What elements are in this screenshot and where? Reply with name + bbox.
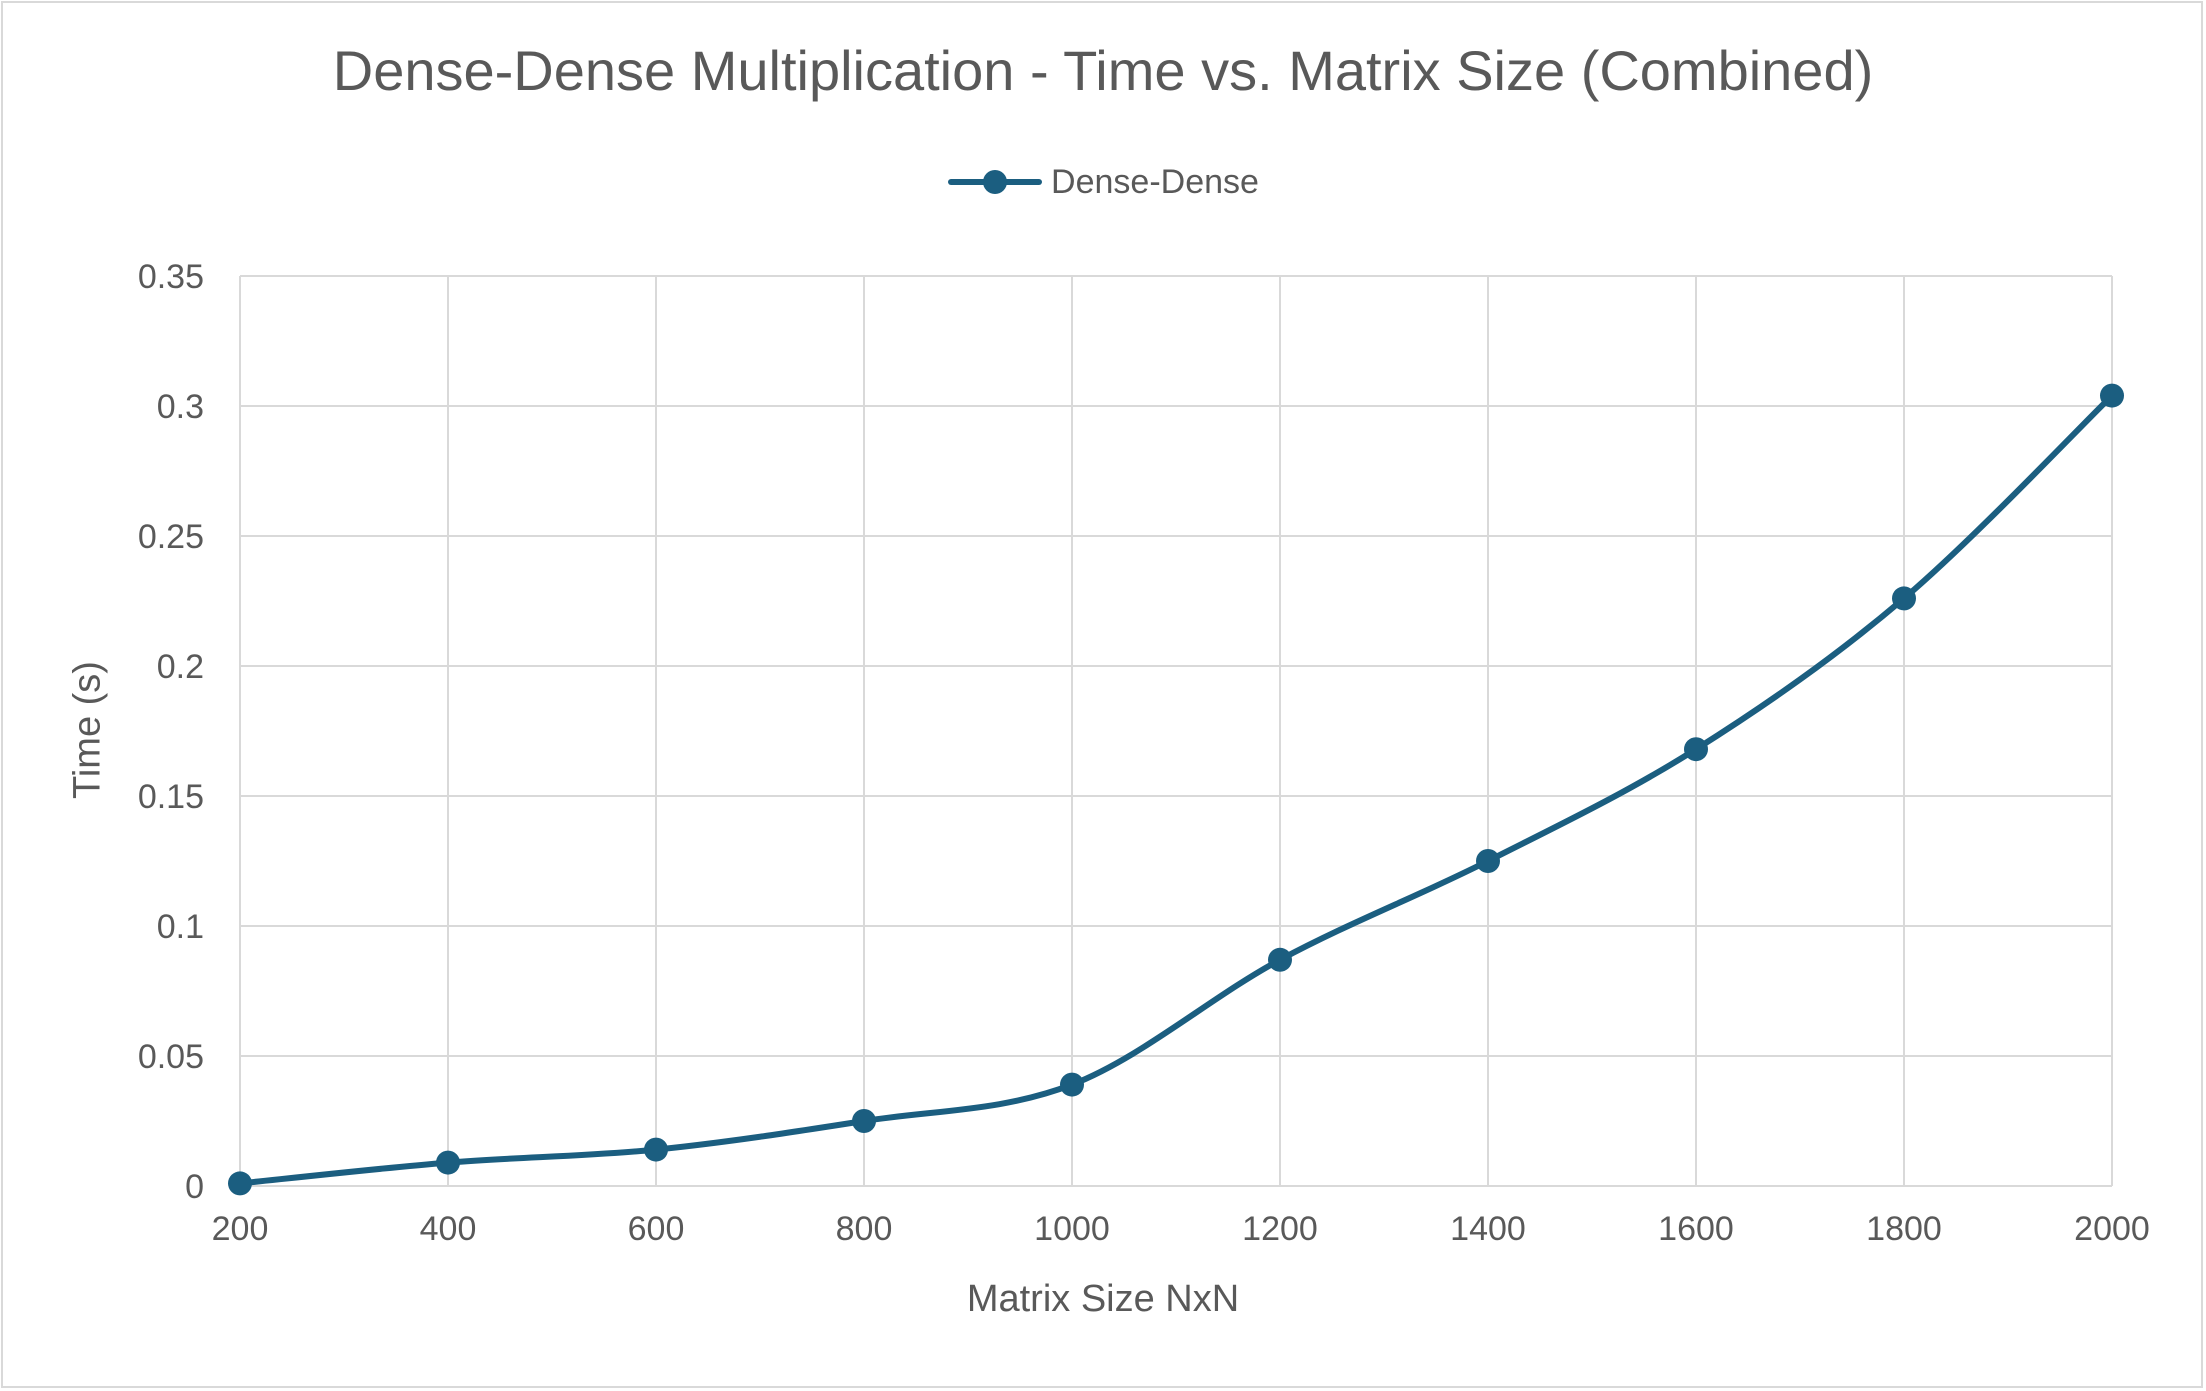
data-point-1600: [1684, 737, 1708, 762]
y-tick-label: 0.3: [157, 388, 204, 426]
legend-marker-dense-dense: [948, 170, 1043, 194]
series-line-dense-dense: [237, 392, 2115, 1187]
y-tick-label: 0.25: [138, 518, 204, 556]
y-tick-label: 0.15: [138, 778, 204, 816]
data-point-1200: [1268, 947, 1292, 972]
x-tick-label: 1000: [1034, 1210, 1110, 1248]
legend: Dense-Dense: [0, 162, 2206, 202]
y-axis-tick-labels: 0 0.05 0.1 0.15 0.2 0.25 0.3 0.35: [138, 258, 204, 1206]
x-tick-label: 1600: [1658, 1210, 1734, 1248]
data-point-1400: [1476, 849, 1500, 873]
y-tick-label: 0.2: [157, 648, 204, 686]
legend-label-dense-dense: Dense-Dense: [1051, 162, 1259, 201]
y-tick-label: 0: [185, 1168, 204, 1206]
x-tick-label: 800: [836, 1210, 893, 1248]
data-point-200: [228, 1171, 252, 1196]
x-axis-title: Matrix Size NxN: [966, 1278, 1240, 1320]
data-point-1000: [1060, 1072, 1084, 1097]
x-tick-label: 1200: [1242, 1210, 1318, 1248]
data-point-400: [436, 1150, 460, 1175]
gridlines: [239, 275, 2113, 1187]
x-axis-tick-labels: 200 400 600 800 1000 1200 1400 1600 1800 2000: [212, 1210, 2150, 1248]
y-axis-title: Time (s): [66, 661, 109, 799]
x-tick-label: 600: [628, 1210, 685, 1248]
x-tick-label: 2000: [2074, 1210, 2150, 1248]
x-tick-label: 200: [212, 1210, 269, 1248]
data-point-1800: [1892, 586, 1916, 611]
y-tick-label: 0.05: [138, 1038, 204, 1076]
data-point-600: [644, 1137, 668, 1162]
data-point-800: [852, 1109, 876, 1133]
series-points-dense-dense: [228, 383, 2124, 1196]
y-tick-label: 0.35: [138, 258, 204, 296]
y-tick-label: 0.1: [157, 908, 204, 946]
data-point-2000: [2100, 383, 2124, 408]
chart-title: Dense-Dense Multiplication - Time vs. Ma…: [332, 39, 1874, 102]
x-tick-label: 1800: [1866, 1210, 1942, 1248]
x-tick-label: 400: [420, 1210, 477, 1248]
x-tick-label: 1400: [1450, 1210, 1526, 1248]
